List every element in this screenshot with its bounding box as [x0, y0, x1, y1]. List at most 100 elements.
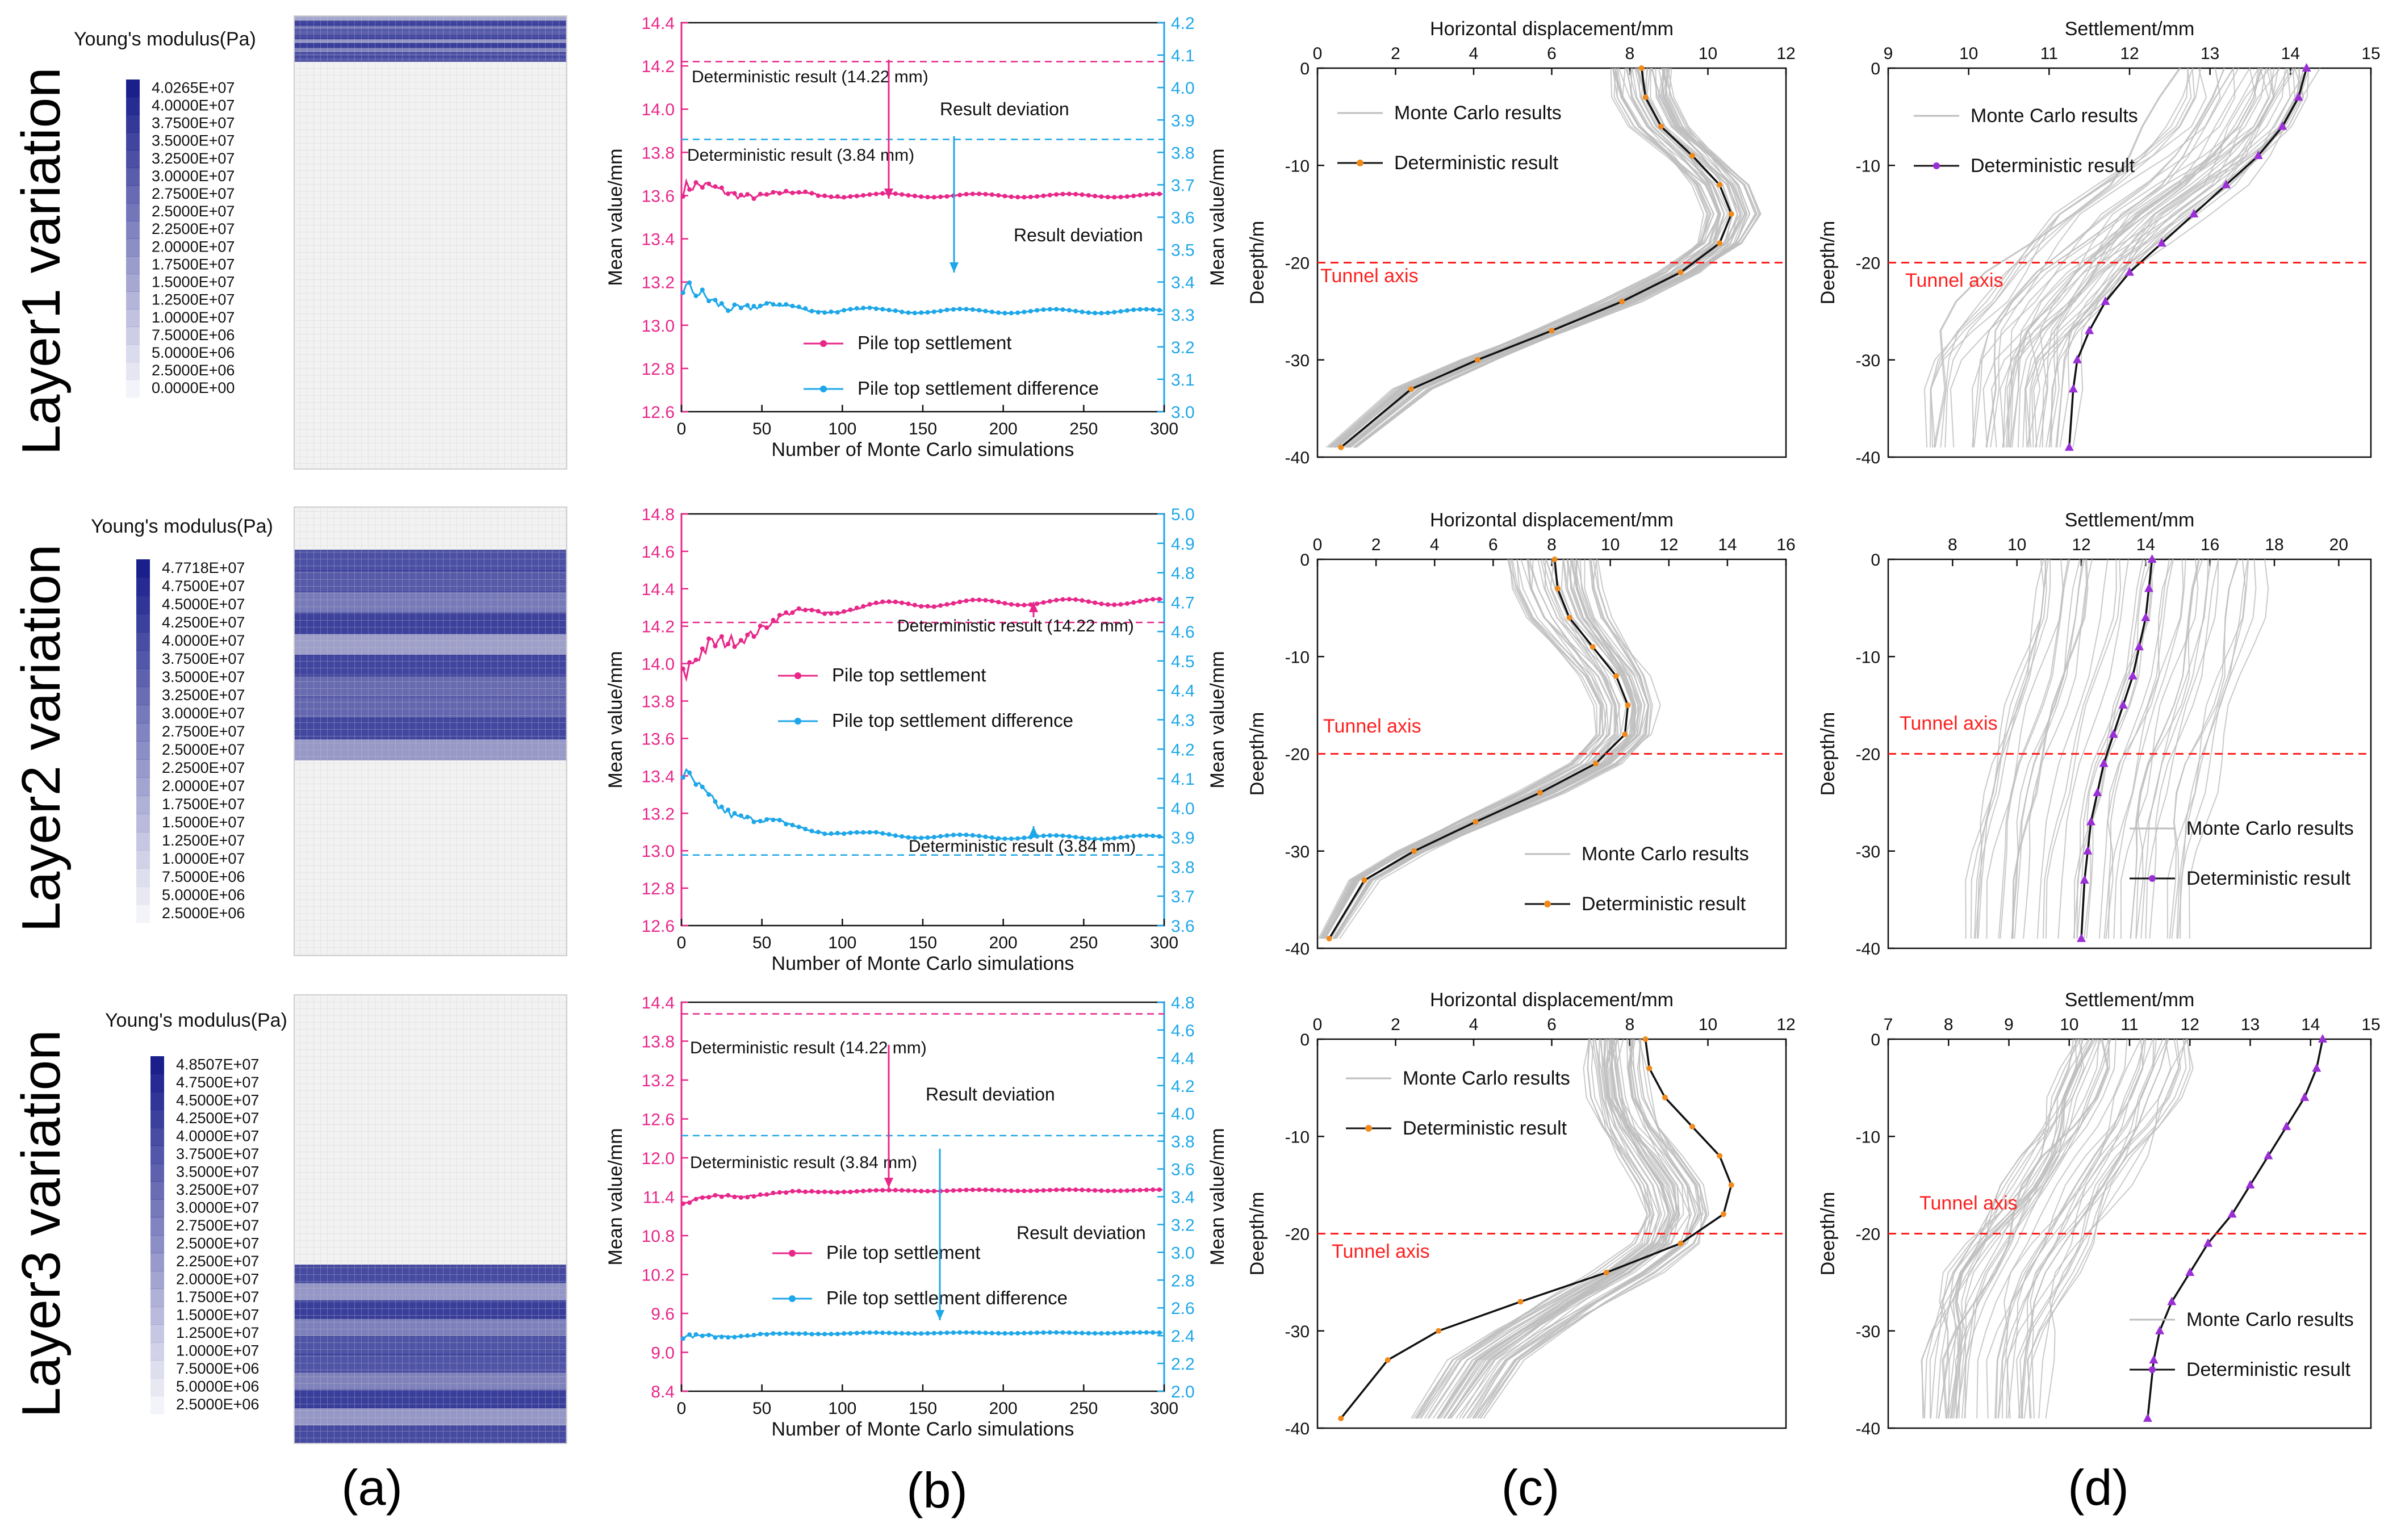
series-point [938, 308, 943, 313]
series-point [815, 830, 821, 835]
deterministic-marker [1384, 1357, 1391, 1363]
series-point [719, 1334, 724, 1340]
series-point [751, 819, 756, 825]
legend-label: Monte Carlo results [1971, 105, 2138, 127]
monte-carlo-curve [2006, 68, 2275, 447]
y2-tick-label: 4.5 [1171, 652, 1195, 671]
y2-tick-label: 4.7 [1171, 593, 1195, 612]
series-point [1009, 836, 1014, 842]
series-point [1015, 1330, 1020, 1336]
x-tick-label: 8 [1948, 535, 1957, 554]
series-point [1066, 1187, 1072, 1192]
y-tick-label: -30 [1856, 843, 1880, 861]
deterministic-marker [1721, 1211, 1726, 1217]
modulus-scale-label: 2.5000E+07 [152, 203, 235, 220]
monte-carlo-curve [2107, 559, 2184, 939]
modulus-scale-label: 4.0000E+07 [152, 97, 235, 114]
series-point [964, 191, 969, 196]
deterministic-marker [2157, 238, 2166, 247]
series-point [700, 287, 705, 292]
series-point [1112, 1330, 1117, 1336]
y-tick-label: 13.2 [642, 805, 675, 823]
series-point [1041, 1330, 1046, 1335]
monte-carlo-curve [1330, 68, 1712, 448]
monte-carlo-curve [1976, 559, 2051, 939]
x-tick-label: 150 [909, 420, 937, 438]
y2-tick-label: 4.1 [1171, 770, 1195, 789]
modulus-scale-title: Young's modulus(Pa) [91, 516, 273, 537]
deterministic-marker [2264, 1150, 2273, 1160]
y-tick-label: -10 [1856, 648, 1880, 667]
monte-carlo-curve [2035, 68, 2281, 448]
monte-carlo-curve [1319, 559, 1598, 939]
modulus-scale-label: 3.0000E+07 [176, 1199, 259, 1216]
series-point [758, 191, 763, 196]
deviation-arrow [949, 136, 959, 273]
x-tick-label: 11 [2120, 1015, 2138, 1034]
y-tick-label: 13.4 [642, 767, 675, 786]
deterministic-marker [1619, 299, 1625, 304]
depth-profile-5: 8 10 12 14 16 18 20 Settlement/mm 0 -10 -20 -30 -40 D… [1817, 509, 2372, 959]
series-point [777, 191, 782, 196]
series-point [964, 307, 969, 312]
series-point [693, 657, 698, 662]
monte-carlo-curve [1923, 1039, 2074, 1418]
series-point [951, 832, 956, 838]
monte-carlo-curve [1413, 1039, 1649, 1419]
y2-tick-label: 4.3 [1171, 712, 1195, 730]
y-tick-label: 13.6 [642, 187, 675, 206]
y-tick-label: 14.4 [642, 580, 675, 599]
deterministic-marker [1728, 1182, 1734, 1188]
x-tick-label: 13 [2241, 1015, 2260, 1034]
monte-carlo-curve [1930, 68, 2207, 447]
y-tick-label: 14.4 [642, 994, 675, 1012]
series-point [1144, 307, 1149, 312]
deterministic-marker [2109, 729, 2118, 738]
x-tick-label: 6 [1547, 1015, 1557, 1034]
modulus-scale-label: 2.7500E+07 [152, 185, 235, 202]
series-point [880, 191, 885, 196]
legend-marker [820, 386, 827, 392]
series-point [951, 1188, 956, 1193]
series-point [1131, 1188, 1136, 1193]
series-point [726, 642, 731, 647]
y2-tick-label: 5.0 [1171, 505, 1195, 524]
series-point [784, 1190, 789, 1195]
panel-label-d: (d) [2068, 1459, 2129, 1516]
modulus-scale-swatch [136, 814, 150, 832]
y2-axis-label: Mean value/mm [1207, 149, 1228, 286]
modulus-scale-label: 2.5000E+06 [176, 1396, 259, 1413]
series-point [1131, 193, 1136, 198]
series-point [835, 309, 840, 315]
series-point [842, 1331, 847, 1336]
series-point [1047, 833, 1052, 838]
series-point [873, 600, 879, 605]
y2-tick-label: 2.0 [1171, 1383, 1195, 1401]
y-tick-label: -30 [1856, 351, 1880, 370]
series-point [964, 1187, 969, 1192]
modulus-scale-label: 1.2500E+07 [152, 291, 235, 308]
arrow-head [884, 1178, 893, 1188]
deterministic-marker [1554, 585, 1561, 592]
series-point [732, 1194, 737, 1199]
series-point [1099, 836, 1104, 842]
x-tick-label: 4 [1430, 535, 1440, 554]
series-point [745, 303, 750, 308]
y2-tick-label: 4.2 [1171, 14, 1195, 33]
series-point [1099, 1330, 1104, 1336]
series-point [938, 1330, 943, 1336]
monte-carlo-curve [1990, 68, 2239, 448]
series-point [815, 193, 821, 198]
series-point [803, 189, 808, 194]
y-tick-label: -40 [1285, 940, 1310, 959]
y2-axis-label: Mean value/mm [1207, 1128, 1228, 1266]
deterministic-marker [1411, 848, 1417, 854]
series-point [1099, 601, 1104, 606]
x-tick-label: 20 [2329, 535, 2348, 554]
x-tick-label: 100 [828, 1399, 856, 1418]
monte-carlo-curve [1329, 559, 1636, 939]
y2-tick-label: 3.7 [1171, 176, 1195, 195]
series-point [983, 598, 988, 603]
modulus-scale-label: 2.5000E+07 [162, 741, 245, 758]
series-point [886, 308, 892, 313]
